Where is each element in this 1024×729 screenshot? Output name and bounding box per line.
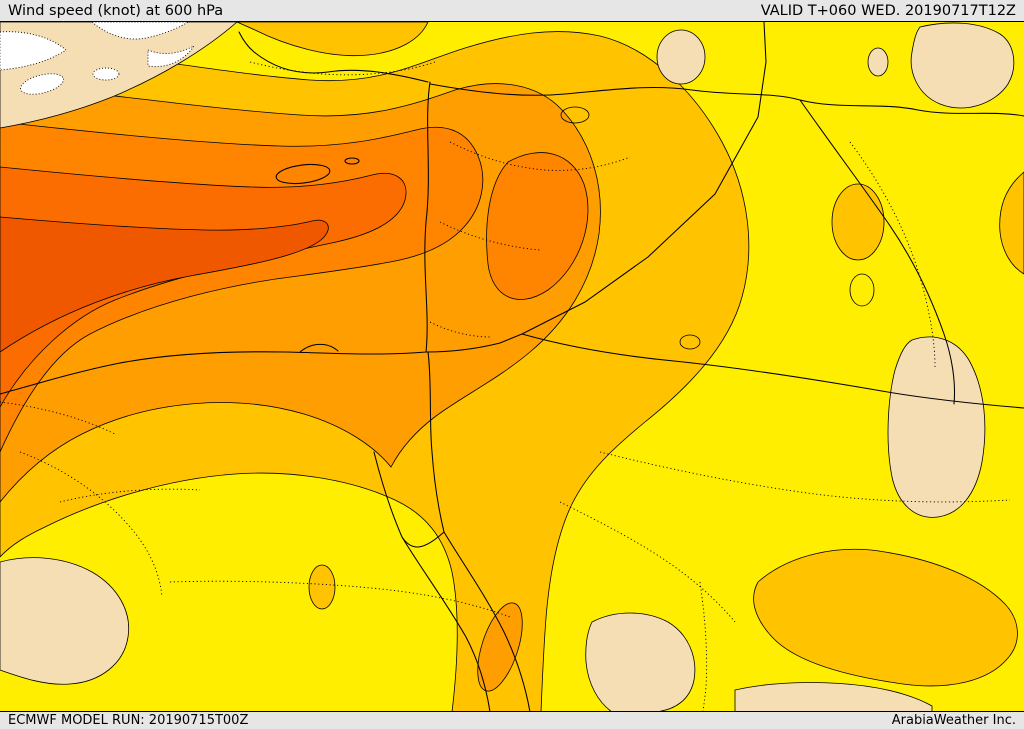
beige-region-east xyxy=(887,336,986,518)
beige-region-south-center xyxy=(585,612,696,711)
map-footer-bar: ECMWF MODEL RUN: 20190715T00Z ArabiaWeat… xyxy=(0,711,1024,729)
wind-band-amber-southeast xyxy=(753,548,1018,687)
wind-band-amber-right-edge xyxy=(999,171,1024,275)
beige-region-south-strip xyxy=(734,682,933,711)
coastline-nile-delta xyxy=(299,343,339,353)
dotted-border-south-vertical xyxy=(699,581,708,711)
border-jordan-rift xyxy=(427,351,433,453)
sea-aegean-4 xyxy=(92,67,120,81)
sea-areas xyxy=(0,22,196,95)
border-saudi-iraq xyxy=(521,333,1024,409)
map-title: Wind speed (knot) at 600 hPa xyxy=(8,2,224,19)
border-jordan-south xyxy=(425,333,523,353)
dotted-border-egypt-sudan xyxy=(169,580,511,618)
coastline-red-sea-east xyxy=(443,531,531,711)
wind-band-amber-patch-east xyxy=(831,183,885,261)
sea-aegean-1 xyxy=(0,31,67,71)
border-iraq-iran xyxy=(799,99,955,405)
coastline-cyprus xyxy=(275,163,331,185)
wind-speed-bands xyxy=(0,22,1024,711)
wind-band-dark-orange-lobe xyxy=(486,152,589,300)
dotted-border-libya-1 xyxy=(19,451,163,598)
sea-aegean-2 xyxy=(91,22,189,40)
beige-region-southwest xyxy=(0,557,130,685)
beige-region-top-right-small xyxy=(867,47,889,77)
brand-label: ArabiaWeather Inc. xyxy=(891,713,1016,728)
wind-band-core-max xyxy=(0,216,329,353)
border-northeast-diagonal xyxy=(521,22,767,335)
dotted-border-libya-2 xyxy=(0,401,116,435)
low-band-beige-regions xyxy=(0,22,1015,711)
coastline-levant-egypt xyxy=(0,81,431,395)
model-run-label: ECMWF MODEL RUN: 20190715T00Z xyxy=(8,713,249,728)
dotted-boundaries xyxy=(0,61,1011,711)
sea-aegean-5 xyxy=(147,44,196,68)
map-header-bar: Wind speed (knot) at 600 hPa VALID T+060… xyxy=(0,0,1024,22)
coastline-gulf-of-aqaba xyxy=(431,451,445,533)
coastlines-and-borders xyxy=(0,22,1024,711)
weather-map-svg xyxy=(0,22,1024,711)
valid-time-label: VALID T+060 WED. 20190717T12Z xyxy=(760,2,1016,19)
wind-band-amber-top-strip xyxy=(236,22,429,57)
sea-aegean-3 xyxy=(20,73,64,95)
contour-island-3 xyxy=(679,334,701,350)
contour-island-2 xyxy=(849,273,875,307)
beige-region-top-right xyxy=(910,22,1015,109)
dotted-border-syria-1 xyxy=(449,141,631,171)
contour-island-1 xyxy=(560,106,590,124)
beige-region-top-center xyxy=(656,29,706,85)
border-turkey-syria-iraq xyxy=(429,83,1024,117)
coastline-islet xyxy=(344,157,360,165)
wind-band-amber-patch-nile xyxy=(308,564,336,610)
map-canvas xyxy=(0,22,1024,711)
coastline-red-sea-west xyxy=(401,536,491,711)
